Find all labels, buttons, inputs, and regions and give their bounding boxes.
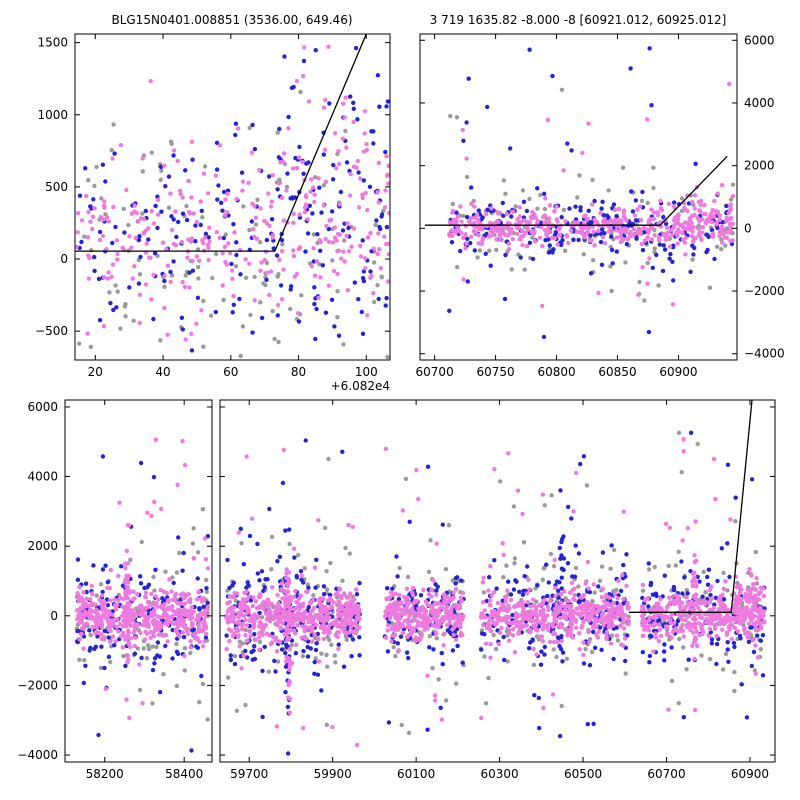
scatter-points xyxy=(224,430,767,756)
x-tick-label: 20 xyxy=(88,365,103,379)
x-tick-label: 59900 xyxy=(314,767,352,781)
title-left: BLG15N0401.008851 (3536.00, 649.46) xyxy=(111,13,352,27)
scatter-points xyxy=(75,44,390,360)
y-tick-label: 2000 xyxy=(27,539,58,553)
x-tick-label: 60850 xyxy=(598,365,636,379)
x-tick-label: 60800 xyxy=(537,365,575,379)
y-tick-label: −4000 xyxy=(17,748,58,762)
y-tick-label: 6000 xyxy=(744,33,775,47)
x-tick-label: 60700 xyxy=(416,365,454,379)
axes-frame xyxy=(64,399,213,763)
y-tick-label: 0 xyxy=(60,252,68,266)
x-tick-label: 40 xyxy=(155,365,170,379)
y-tick-label: −2000 xyxy=(17,678,58,692)
panels-group: 20 40 60 80 100 −500 0 500 1000 1500 +6.082e4 60700… xyxy=(17,33,784,781)
y-tick-label: −4000 xyxy=(744,347,785,361)
x-tick-label: 58200 xyxy=(86,767,124,781)
x-tick-label: 60 xyxy=(223,365,238,379)
panel-bottom-right: 59700 59900 60100 60300 60500 60700 60900 xyxy=(219,399,776,781)
x-axis-offset-label: +6.082e4 xyxy=(331,379,390,393)
y-tick-label: 1500 xyxy=(37,36,68,50)
model-line xyxy=(75,34,367,252)
x-tick-label: 60300 xyxy=(480,767,518,781)
y-tick-label: 6000 xyxy=(27,400,58,414)
y-tick-label: 0 xyxy=(744,221,752,235)
x-tick-label: 60700 xyxy=(647,767,685,781)
x-tick-label: 60900 xyxy=(731,767,769,781)
x-tick-label: 60500 xyxy=(564,767,602,781)
y-tick-label: 0 xyxy=(50,609,58,623)
model-line xyxy=(628,400,753,613)
y-tick-label: 4000 xyxy=(27,470,58,484)
x-tick-label: 100 xyxy=(355,365,378,379)
x-tick-label: 60900 xyxy=(659,365,697,379)
x-tick-label: 60750 xyxy=(476,365,514,379)
x-tick-label: 58400 xyxy=(165,767,203,781)
y-tick-label: 4000 xyxy=(744,96,775,110)
axes-frame xyxy=(219,399,776,763)
y-tick-label: 500 xyxy=(45,180,68,194)
scatter-points xyxy=(74,437,211,753)
model-line xyxy=(424,155,728,226)
title-right: 3 719 1635.82 -8.000 -8 [60921.012, 6092… xyxy=(430,13,727,27)
x-tick-label: 59700 xyxy=(230,767,268,781)
y-tick-label: 1000 xyxy=(37,108,68,122)
panel-top-right: 60700 60750 60800 60850 60900 −4000 −2000 0 2000… xyxy=(416,33,785,379)
panel-top-left: 20 40 60 80 100 −500 0 500 1000 1500 +6.082e4 xyxy=(35,33,391,393)
x-tick-label: 60100 xyxy=(397,767,435,781)
y-tick-label: −500 xyxy=(35,324,68,338)
axes-frame xyxy=(419,33,738,361)
y-tick-label: −2000 xyxy=(744,284,785,298)
axes-frame xyxy=(74,33,391,361)
x-tick-label: 80 xyxy=(291,365,306,379)
y-tick-label: 2000 xyxy=(744,159,775,173)
panel-bottom-left: 58200 58400 −4000 −2000 0 2000 4000 6000 xyxy=(17,399,213,781)
